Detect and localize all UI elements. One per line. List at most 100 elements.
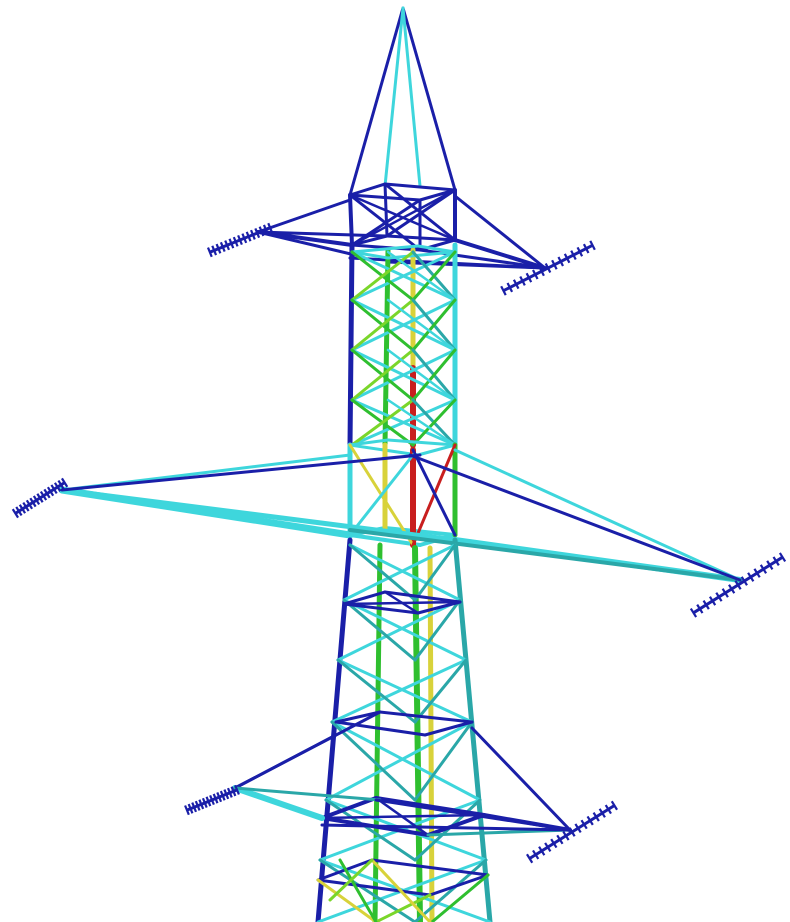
tower-member (348, 6, 405, 197)
tower-member (336, 598, 462, 662)
tower-member (336, 658, 474, 724)
tower-member (383, 590, 462, 604)
tower-member (401, 6, 422, 188)
tower-member (386, 298, 457, 352)
tower-member (374, 893, 432, 922)
tower-member (413, 598, 462, 662)
tower-member (386, 250, 457, 302)
tower-member (411, 398, 457, 447)
tower-member (453, 448, 742, 582)
tower-member (413, 658, 468, 724)
tower-member (350, 398, 457, 447)
tower-member (374, 798, 572, 832)
tower-member (348, 256, 547, 270)
tower-member (383, 182, 457, 242)
insulator-string (11, 477, 69, 519)
tower-member (348, 533, 422, 547)
tower-member (316, 878, 378, 922)
tower-member (411, 298, 457, 352)
tower-members (58, 6, 743, 922)
tower-member (336, 658, 417, 724)
tower-member (386, 250, 457, 260)
tower-member (401, 6, 457, 192)
tower-member (350, 250, 415, 302)
insulator-string (184, 784, 240, 816)
tower-member (408, 453, 742, 582)
tower-member (256, 230, 357, 257)
tower-member (256, 230, 354, 247)
tower-member (350, 398, 415, 447)
insulator-string (526, 800, 618, 864)
tower-member (59, 487, 458, 543)
insulator-string (689, 552, 787, 618)
tower-member (338, 858, 378, 922)
tower-member (233, 786, 382, 802)
tower-member (348, 438, 390, 447)
tower-member (342, 590, 387, 606)
tower-member (378, 710, 474, 724)
tower-member (428, 873, 490, 897)
tower-member (413, 858, 488, 922)
tower-member (370, 858, 432, 922)
tower-member (348, 543, 462, 602)
tower-member (350, 348, 457, 402)
tower-member (350, 244, 420, 254)
tower-member (330, 720, 482, 802)
tower-member (316, 878, 432, 897)
tower-member (320, 796, 378, 820)
tower-member (416, 443, 457, 457)
tower-member (411, 448, 457, 537)
tower-member (350, 298, 415, 352)
tower-member (342, 598, 468, 662)
tower-member (416, 600, 462, 615)
tower-member (348, 453, 415, 537)
tower-member (453, 238, 547, 270)
tower-member (418, 188, 457, 202)
tower-member (256, 230, 389, 238)
tower-member (374, 796, 430, 837)
insulator-string (500, 240, 596, 296)
tower-member (342, 602, 420, 615)
tower-member (350, 348, 415, 402)
tower-member (347, 242, 355, 448)
tower-member (334, 720, 427, 737)
tower-member (383, 182, 457, 192)
tower-member (383, 6, 405, 188)
tower-member (330, 720, 417, 802)
tower-member (386, 348, 457, 402)
tower-member (256, 198, 352, 234)
tower-member (330, 658, 468, 724)
insulator-strings (11, 222, 787, 864)
tower-member (342, 543, 457, 602)
tower-member (328, 858, 374, 902)
tower-member (370, 858, 490, 877)
tower-member (386, 398, 457, 447)
tower-member (374, 796, 486, 817)
tower-member (430, 873, 490, 922)
tower-member (411, 348, 457, 402)
tower-member (386, 438, 457, 447)
tower-member (411, 250, 457, 302)
tower-member (426, 813, 486, 837)
tower-member (348, 193, 354, 247)
tower-member (348, 182, 387, 197)
tower-member (416, 244, 457, 254)
tower-member (334, 710, 382, 724)
tower-member (232, 785, 325, 821)
tower-member (350, 234, 389, 247)
tower-member (383, 590, 420, 615)
tower-member (60, 453, 422, 492)
tower-member (413, 720, 474, 802)
tower-member (320, 823, 572, 832)
tower-member (342, 598, 417, 662)
tower-member (350, 298, 457, 352)
tower-member (348, 528, 742, 582)
tower-member (350, 250, 390, 260)
tower-member (324, 720, 474, 802)
tower-member (470, 726, 572, 832)
tower-member (350, 198, 422, 247)
tower-member (350, 250, 457, 302)
tower-member (453, 194, 547, 270)
